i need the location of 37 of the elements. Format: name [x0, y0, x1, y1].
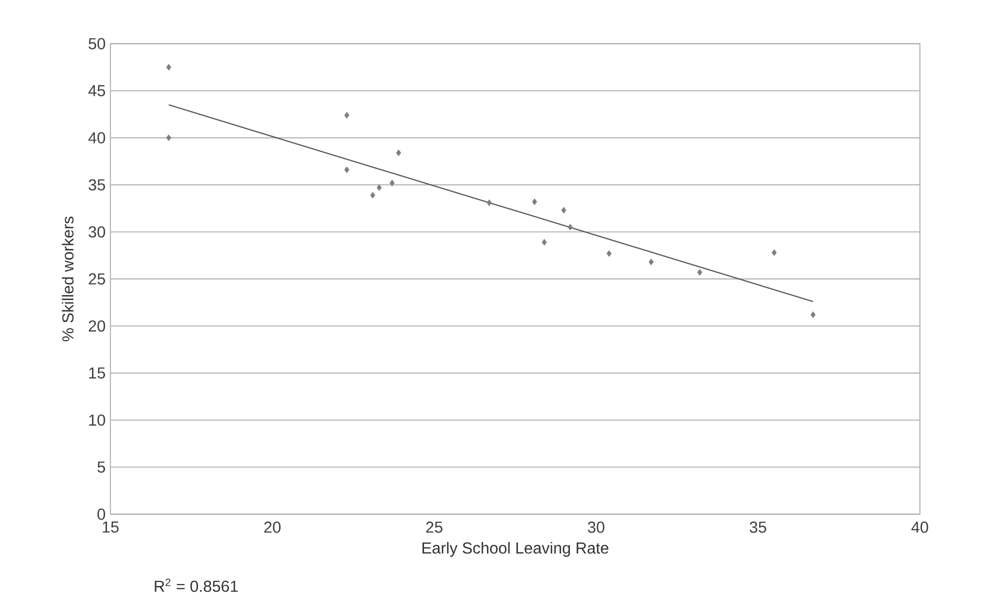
point	[390, 180, 395, 186]
point	[772, 249, 777, 256]
x-tick-label: 25	[426, 521, 442, 533]
y-tick-label: 30	[88, 226, 106, 238]
point	[810, 311, 816, 318]
point	[532, 198, 538, 205]
x-tick-label: 40	[911, 521, 928, 533]
x-tick-label: 30	[588, 521, 604, 533]
x-axis-title: Early School Leaving Rate	[422, 542, 608, 557]
point	[344, 112, 350, 118]
y-axis-title: % Skilled workers	[62, 216, 74, 342]
point	[606, 250, 612, 257]
x-tick-label: 35	[750, 521, 766, 533]
y-tick-label: 45	[88, 85, 106, 96]
point	[376, 184, 382, 191]
y-tick-label: 15	[89, 367, 106, 379]
point	[166, 134, 172, 141]
point	[166, 64, 172, 70]
point	[561, 206, 566, 214]
point	[370, 192, 376, 198]
point	[568, 224, 573, 230]
point	[486, 199, 492, 206]
x-tick-label: 20	[264, 521, 281, 533]
y-tick-label: 5	[98, 462, 106, 473]
y-tick-label: 20	[88, 320, 106, 332]
point	[648, 258, 654, 266]
point	[344, 166, 350, 173]
y-tick-label: 50	[88, 38, 106, 50]
point	[542, 238, 547, 246]
y-tick-label: 35	[88, 179, 106, 190]
y-tick-label: 10	[89, 414, 106, 426]
point	[396, 150, 402, 156]
point	[697, 269, 702, 276]
text: R$^{2}$ = 0.8561	[154, 578, 238, 592]
y-tick-label: 25	[88, 273, 106, 285]
y-tick-label: 0	[97, 508, 106, 520]
y-tick-label: 40	[88, 132, 106, 144]
